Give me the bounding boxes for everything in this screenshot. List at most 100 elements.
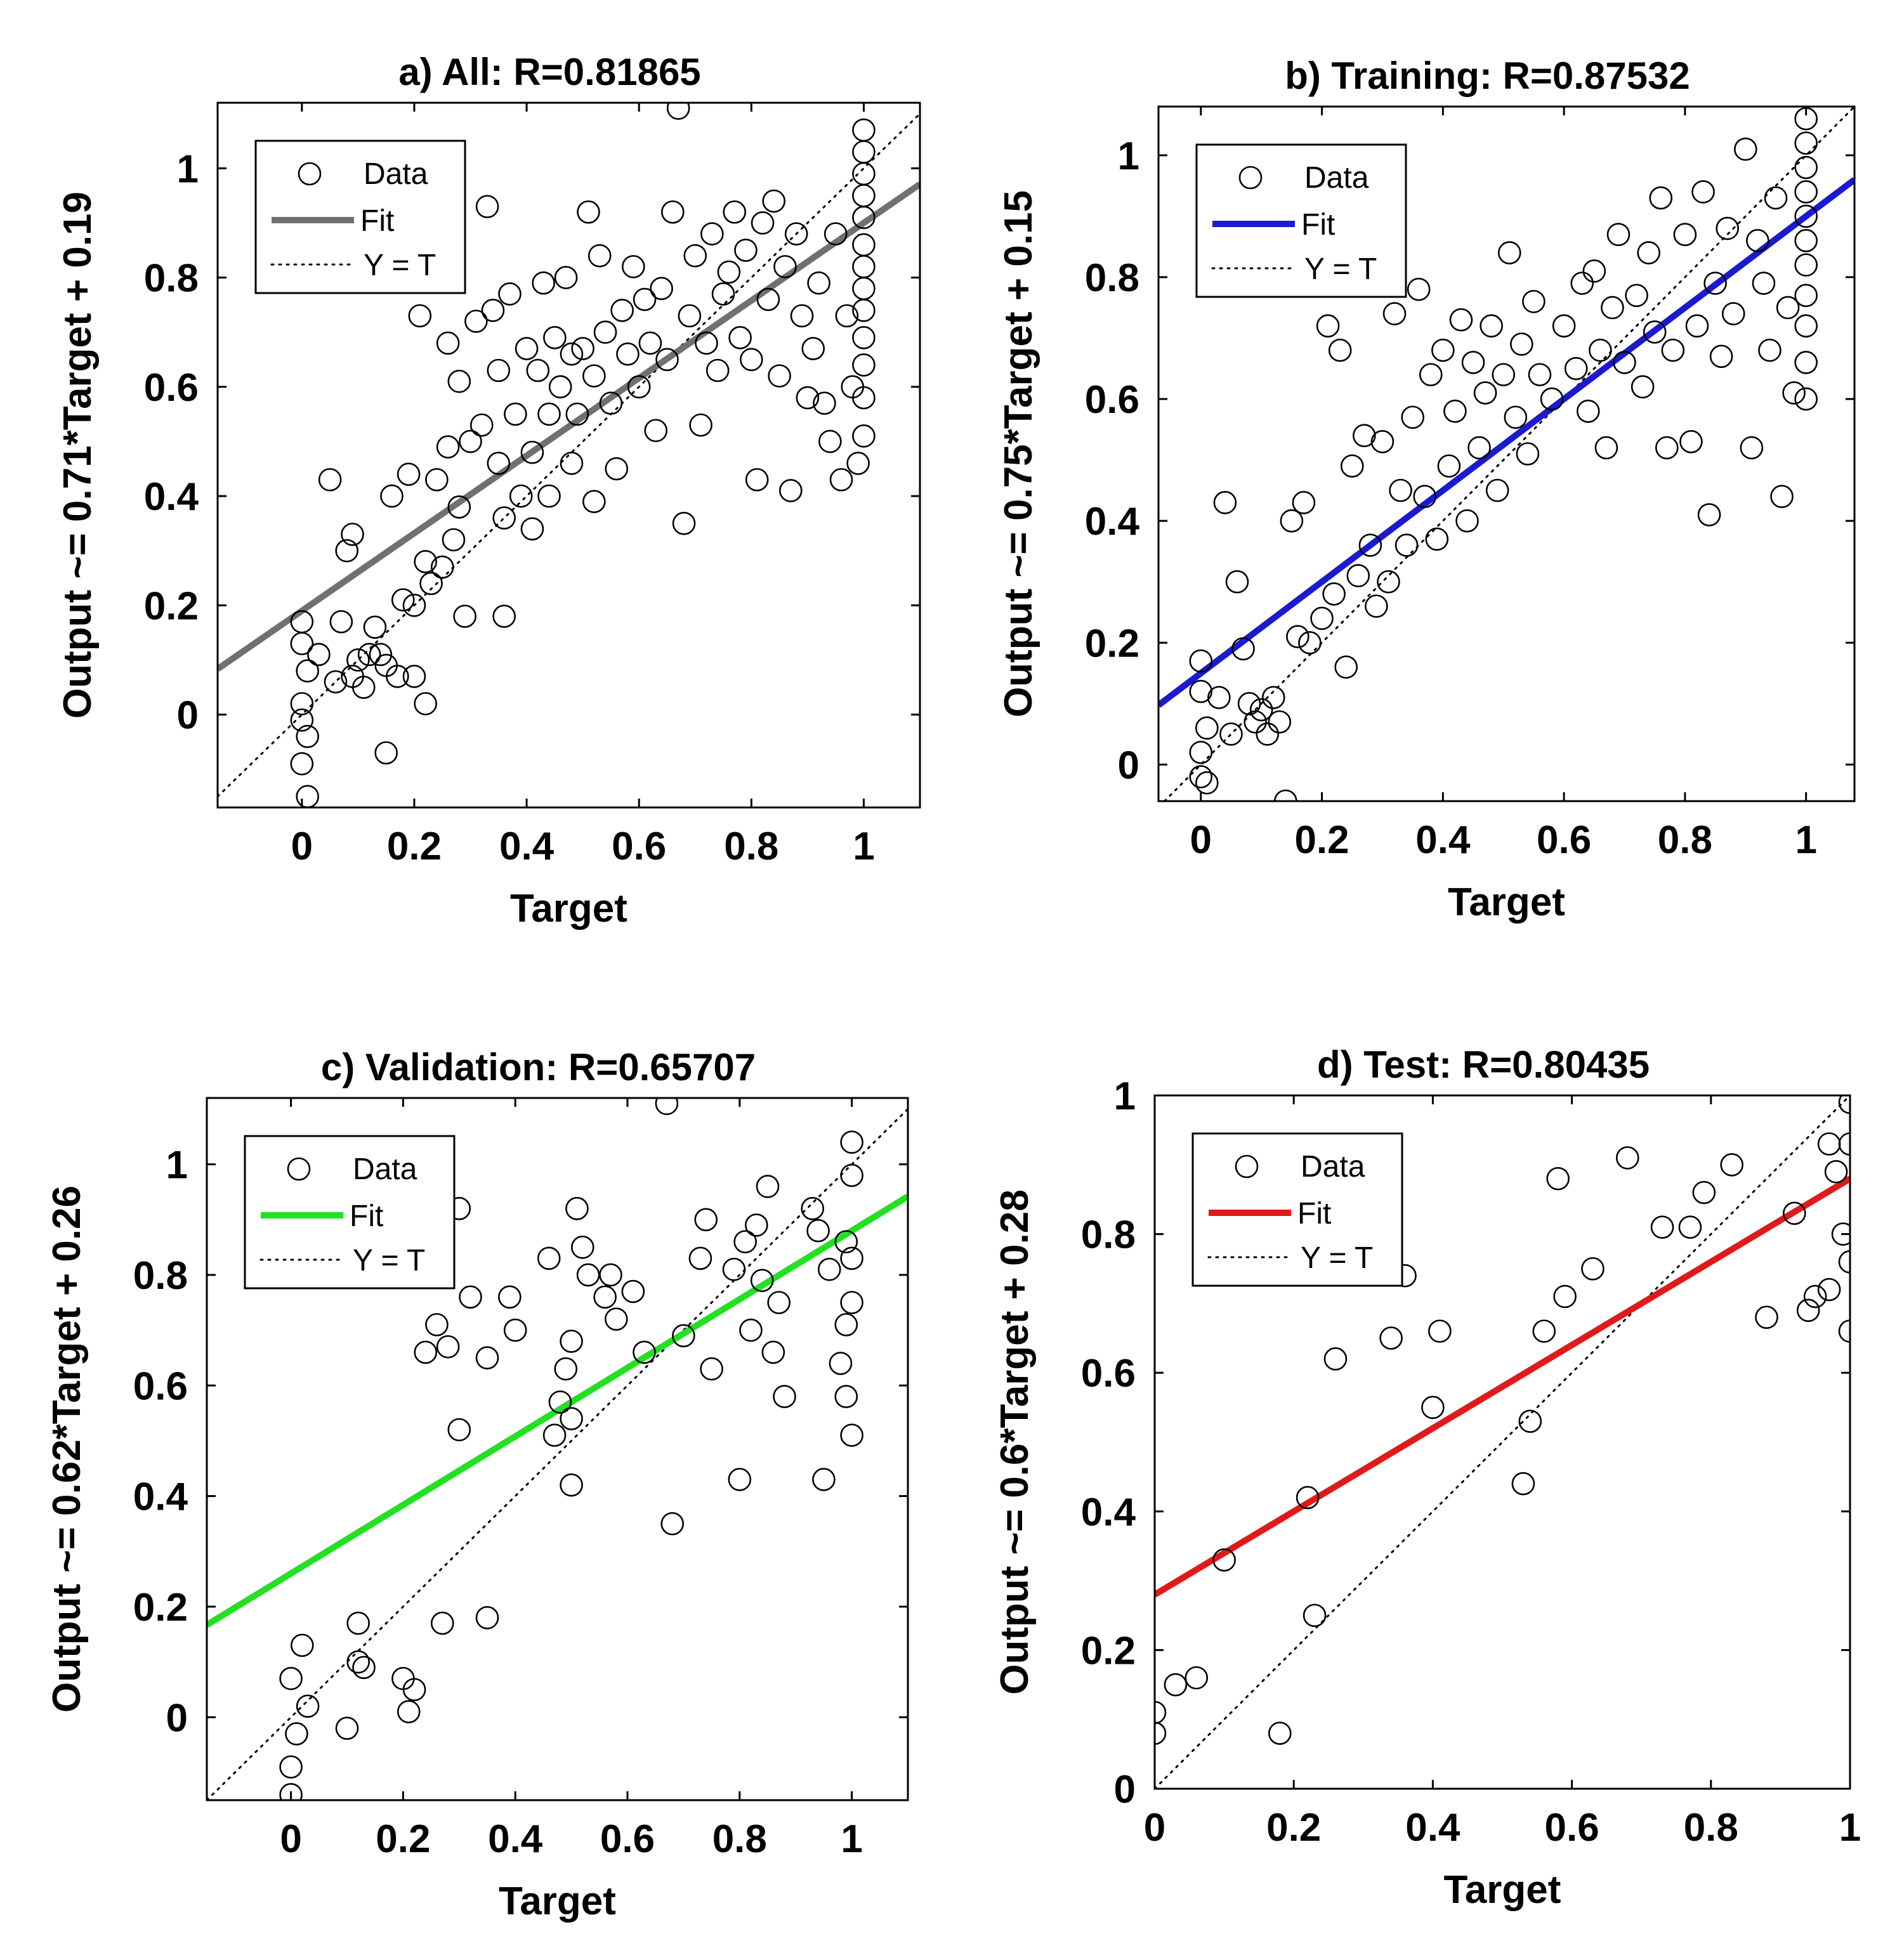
data-point <box>1244 710 1267 734</box>
identity-line <box>1164 107 1854 801</box>
x-tick-label: 0 <box>1190 818 1212 862</box>
data-point <box>852 386 876 410</box>
x-tick-label: 0 <box>291 825 313 868</box>
y-tick-label: 0.6 <box>1085 378 1139 422</box>
data-point <box>605 457 629 481</box>
data-point <box>1480 314 1503 338</box>
x-tick-label: 0.6 <box>1537 818 1591 862</box>
data-point <box>638 331 662 355</box>
data-point <box>548 375 572 399</box>
data-point <box>790 304 814 328</box>
data-point <box>1431 338 1455 362</box>
data-point <box>397 1700 421 1723</box>
data-point <box>801 337 825 360</box>
y-tick-label: 0.6 <box>133 1364 188 1408</box>
data-point <box>318 467 342 492</box>
x-tick-label: 0.6 <box>612 825 666 868</box>
x-tick-label: 0.6 <box>1544 1806 1599 1850</box>
legend-data-marker <box>298 162 322 186</box>
data-point <box>279 1666 303 1690</box>
data-point <box>1485 478 1509 502</box>
x-tick-label: 0.4 <box>1405 1806 1460 1850</box>
data-point <box>852 298 876 322</box>
data-point <box>442 528 466 552</box>
data-point <box>1540 387 1564 411</box>
x-axis-label: Target <box>1448 880 1565 924</box>
data-point <box>1207 686 1231 710</box>
data-point <box>537 1246 561 1271</box>
data-point <box>582 364 606 388</box>
data-point <box>1511 1472 1535 1496</box>
data-point <box>290 752 314 776</box>
data-point <box>1697 503 1721 526</box>
data-point <box>1691 180 1715 204</box>
data-point <box>1746 229 1769 252</box>
data-point <box>750 1269 774 1292</box>
data-point <box>840 1246 863 1271</box>
y-tick-label: 0.4 <box>133 1475 188 1519</box>
plot-content <box>218 103 920 807</box>
data-point <box>627 375 651 399</box>
data-point <box>1522 290 1545 313</box>
data-point <box>689 413 712 437</box>
data-point <box>745 1213 768 1237</box>
data-point <box>678 304 702 328</box>
data-point <box>1298 630 1322 655</box>
y-tick-label: 0.8 <box>144 257 199 301</box>
legend-fit-label: Fit <box>1297 1197 1331 1231</box>
data-point <box>1189 649 1213 673</box>
data-point <box>1661 338 1685 362</box>
data-point <box>537 402 561 426</box>
data-point <box>1421 1395 1445 1420</box>
data-point <box>1377 570 1400 594</box>
data-point <box>397 462 421 486</box>
data-point <box>1185 1666 1209 1690</box>
data-point <box>285 1722 308 1746</box>
y-tick-label: 1 <box>166 1144 188 1187</box>
legend-data-label: Data <box>1301 1150 1365 1184</box>
data-point <box>1195 771 1219 795</box>
data-point <box>329 610 353 634</box>
data-point <box>1425 527 1449 551</box>
y-tick-label: 0.4 <box>1085 500 1140 544</box>
data-point <box>829 467 853 492</box>
data-point <box>481 298 505 322</box>
x-tick-label: 0.8 <box>1658 818 1712 862</box>
data-point <box>1803 1284 1827 1309</box>
data-point <box>761 1340 785 1364</box>
y-tick-label: 0 <box>177 694 199 738</box>
legend-fit-label: Fit <box>360 204 394 238</box>
data-point <box>1310 606 1334 630</box>
data-point <box>1323 1347 1348 1371</box>
data-point <box>296 724 319 748</box>
data-point <box>1782 381 1806 405</box>
legend-identity-label: Y = T <box>364 249 436 282</box>
x-tick-label: 0.2 <box>1294 818 1349 862</box>
data-point <box>846 452 870 475</box>
data-point <box>504 402 527 426</box>
data-point <box>475 1346 499 1369</box>
data-point <box>1794 229 1818 252</box>
data-point <box>475 195 499 218</box>
data-point <box>695 331 718 355</box>
data-point <box>1328 338 1352 362</box>
data-point <box>1407 277 1431 301</box>
data-point <box>425 1313 449 1336</box>
data-point <box>520 517 544 541</box>
data-point <box>1794 351 1818 374</box>
data-point <box>296 1694 320 1718</box>
data-point <box>773 255 797 278</box>
data-point <box>1292 491 1316 514</box>
data-point <box>1443 399 1467 423</box>
data-point <box>1601 296 1624 320</box>
data-point <box>722 1257 746 1281</box>
data-point <box>818 429 842 454</box>
data-point <box>593 1285 617 1309</box>
y-axis-label: Output ~= 0.75*Target + 0.15 <box>997 190 1040 717</box>
x-tick-label: 0.8 <box>712 1817 767 1861</box>
panel-title: a) All: R=0.81865 <box>398 51 700 93</box>
data-point <box>1365 594 1388 618</box>
data-point <box>346 648 370 672</box>
panel-title: b) Training: R=0.87532 <box>1285 55 1690 97</box>
